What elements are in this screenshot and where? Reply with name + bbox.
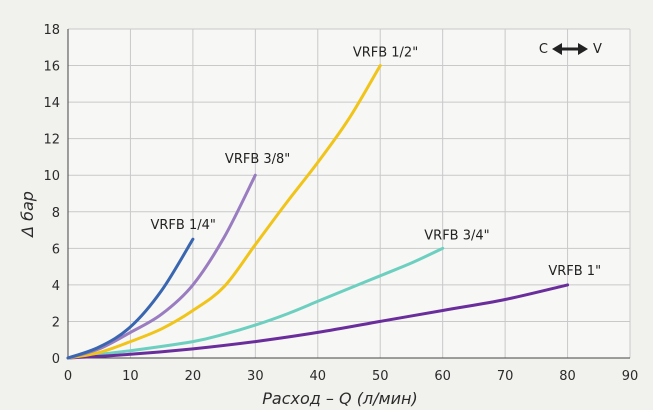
legend-right-text: V <box>593 42 602 57</box>
y-axis-label: Δ бар <box>18 191 37 239</box>
y-tick-label: 8 <box>52 206 60 221</box>
y-tick-label: 10 <box>43 169 60 184</box>
x-tick-label: 10 <box>122 369 139 384</box>
y-tick-label: 14 <box>43 96 60 111</box>
series-line-vrfb-1-4 <box>66 237 195 360</box>
x-tick-label: 40 <box>310 369 327 384</box>
y-tick-label: 18 <box>43 23 60 38</box>
series-label-vrfb-3-4: VRFB 3/4" <box>424 228 489 243</box>
y-tick-label: 12 <box>43 133 60 148</box>
x-tick-label: 60 <box>434 369 451 384</box>
series-label-vrfb-1: VRFB 1" <box>548 264 601 279</box>
x-tick-label: 50 <box>372 369 389 384</box>
axes <box>67 29 630 359</box>
x-tick-label: 90 <box>622 369 639 384</box>
series-label-vrfb-1-2: VRFB 1/2" <box>353 46 418 61</box>
x-tick-label: 30 <box>247 369 264 384</box>
y-tick-label: 2 <box>52 315 60 330</box>
grid <box>67 28 631 359</box>
x-tick-label: 20 <box>185 369 202 384</box>
double-arrow-icon <box>552 43 588 55</box>
x-axis-label: Расход – Q (л/мин) <box>262 389 417 408</box>
series-label-vrfb-3-8: VRFB 3/8" <box>225 152 290 167</box>
series-line-vrfb-3-8 <box>66 173 257 360</box>
plot-area <box>68 29 630 358</box>
y-tick-label: 16 <box>43 60 60 75</box>
y-tick-label: 0 <box>52 352 60 367</box>
series-lines <box>66 64 570 360</box>
x-tick-label: 70 <box>497 369 514 384</box>
legend-left-text: C <box>539 42 548 57</box>
series-line-vrfb-3-4 <box>66 246 445 360</box>
x-tick-label: 0 <box>64 369 72 384</box>
flow-direction-legend: C V <box>539 42 602 57</box>
series-line-vrfb-1-2 <box>66 64 382 360</box>
series-line-vrfb-1 <box>66 283 570 360</box>
series-labels: VRFB 1/4" VRFB 3/8" VRFB 1/2" VRFB 3/4" VRFB… <box>150 46 601 279</box>
x-tick-label: 80 <box>559 369 576 384</box>
series-label-vrfb-1-4: VRFB 1/4" <box>150 218 215 233</box>
y-tick-label: 6 <box>52 242 60 257</box>
y-tick-label: 4 <box>52 279 60 294</box>
tick-labels: 0 10 20 30 40 50 60 70 80 90 0 2 4 6 8 10 12 14 16 18 <box>43 23 638 384</box>
